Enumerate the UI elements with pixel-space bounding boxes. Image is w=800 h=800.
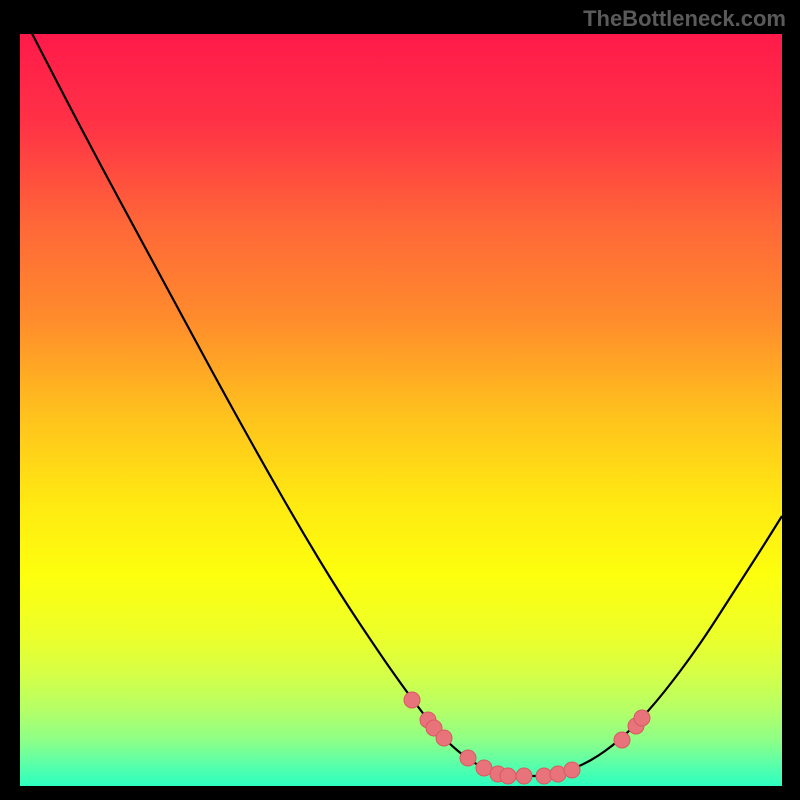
chart-container: TheBottleneck.com [0,0,800,800]
gradient-background [20,34,782,786]
watermark-text: TheBottleneck.com [583,6,786,32]
plot-area [20,34,782,786]
